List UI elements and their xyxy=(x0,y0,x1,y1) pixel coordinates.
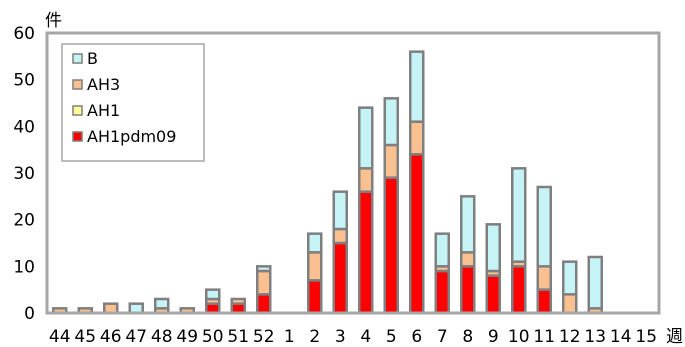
bar-segment-ah1pdm09-9 xyxy=(485,274,501,315)
x-tick-label: 46 xyxy=(100,327,122,347)
x-unit-label: 週 xyxy=(666,327,683,347)
bar-segment-ah3-52 xyxy=(256,269,272,296)
bar-segment-b-2 xyxy=(307,232,323,254)
x-tick-label: 44 xyxy=(49,327,71,347)
x-tick-label: 49 xyxy=(176,327,198,347)
bar-segment-ah3-11 xyxy=(536,265,552,291)
bar-segment-b-50 xyxy=(205,288,221,301)
bar-segment-ah3-6 xyxy=(409,120,425,156)
x-tick-label: 2 xyxy=(309,327,320,347)
y-tick-label: 20 xyxy=(13,211,35,231)
bar-segment-b-11 xyxy=(536,185,552,268)
bar-segment-b-10 xyxy=(511,167,527,263)
x-tick-label: 6 xyxy=(411,327,422,347)
bar-segment-ah1pdm09-52 xyxy=(256,293,272,315)
bar-segment-b-6 xyxy=(409,50,425,123)
legend-label-b: B xyxy=(87,49,98,68)
x-tick-label: 48 xyxy=(151,327,173,347)
legend: B AH3 AH1 AH1pdm09 xyxy=(61,43,205,162)
bar-segment-ah1pdm09-3 xyxy=(332,241,348,315)
bar-segment-b-52 xyxy=(256,265,272,273)
bar-segment-b-5 xyxy=(383,97,399,147)
x-tick-label: 3 xyxy=(335,327,346,347)
x-tick-label: 12 xyxy=(559,327,581,347)
legend-swatch-ah1pdm09 xyxy=(72,131,83,142)
x-tick-label: 10 xyxy=(508,327,530,347)
x-tick-label: 4 xyxy=(360,327,371,347)
bar-segment-ah1pdm09-6 xyxy=(409,153,425,315)
x-tick-label: 15 xyxy=(635,327,657,347)
bar-segment-ah3-8 xyxy=(460,251,476,268)
legend-box xyxy=(61,43,205,162)
x-tick-label: 9 xyxy=(488,327,499,347)
bar-segment-b-8 xyxy=(460,195,476,254)
bar-segment-ah1pdm09-10 xyxy=(511,265,527,315)
y-tick-label: 30 xyxy=(13,164,35,184)
legend-swatch-ah1 xyxy=(72,105,83,116)
y-tick-label: 60 xyxy=(13,24,35,44)
y-tick-label: 10 xyxy=(13,257,35,277)
bar-segment-ah3-51 xyxy=(230,297,246,305)
bar-segment-ah3-3 xyxy=(332,227,348,245)
y-tick-label: 50 xyxy=(13,71,35,91)
bar-segment-b-12 xyxy=(562,260,578,296)
bar-segment-ah3-12 xyxy=(562,293,578,315)
x-tick-label: 1 xyxy=(284,327,295,347)
x-tick-label: 5 xyxy=(386,327,397,347)
bar-segment-ah1pdm09-5 xyxy=(383,176,399,315)
bar-segment-ah3-5 xyxy=(383,143,399,179)
x-tick-label: 7 xyxy=(437,327,448,347)
legend-label-ah1pdm09: AH1pdm09 xyxy=(87,127,176,146)
legend-swatch-b xyxy=(72,53,83,64)
x-tick-label: 50 xyxy=(202,327,224,347)
y-tick-label: 0 xyxy=(24,304,35,324)
plot-frame xyxy=(45,31,661,315)
x-axis: 44 45 46 47 48 49 50 51 52 1 2 3 4 5 6 7 8 9 10 11 12 13 14 15 xyxy=(49,327,657,347)
x-tick-label: 11 xyxy=(533,327,555,347)
bar-segment-ah1pdm09-7 xyxy=(434,269,450,315)
x-tick-label: 14 xyxy=(610,327,632,347)
x-tick-label: 8 xyxy=(462,327,473,347)
bar-segment-b-4 xyxy=(358,106,374,170)
legend-swatch-ah3 xyxy=(72,79,83,90)
bar-segment-b-48 xyxy=(154,297,170,310)
legend-label-ah1: AH1 xyxy=(87,101,120,120)
bar-segment-b-9 xyxy=(485,223,501,273)
y-axis: 0 10 20 30 40 50 60 xyxy=(13,24,35,324)
bar-segment-ah3-2 xyxy=(307,251,323,282)
bar-segment-b-13 xyxy=(587,255,603,310)
bar-segment-ah1pdm09-11 xyxy=(536,288,552,315)
x-tick-label: 45 xyxy=(74,327,96,347)
bar-segment-ah3-4 xyxy=(358,167,374,193)
y-unit-label: 件 xyxy=(45,11,62,31)
x-tick-label: 47 xyxy=(125,327,147,347)
y-tick-label: 40 xyxy=(13,117,35,137)
x-tick-label: 52 xyxy=(253,327,275,347)
bar-segment-ah1pdm09-2 xyxy=(307,279,323,315)
x-tick-label: 13 xyxy=(584,327,606,347)
x-tick-label: 51 xyxy=(227,327,249,347)
bar-segment-b-7 xyxy=(434,232,450,268)
legend-label-ah3: AH3 xyxy=(87,75,120,94)
bar-segment-ah1pdm09-8 xyxy=(460,265,476,315)
bar-segment-b-3 xyxy=(332,190,348,231)
bar-segment-ah1pdm09-4 xyxy=(358,190,374,315)
